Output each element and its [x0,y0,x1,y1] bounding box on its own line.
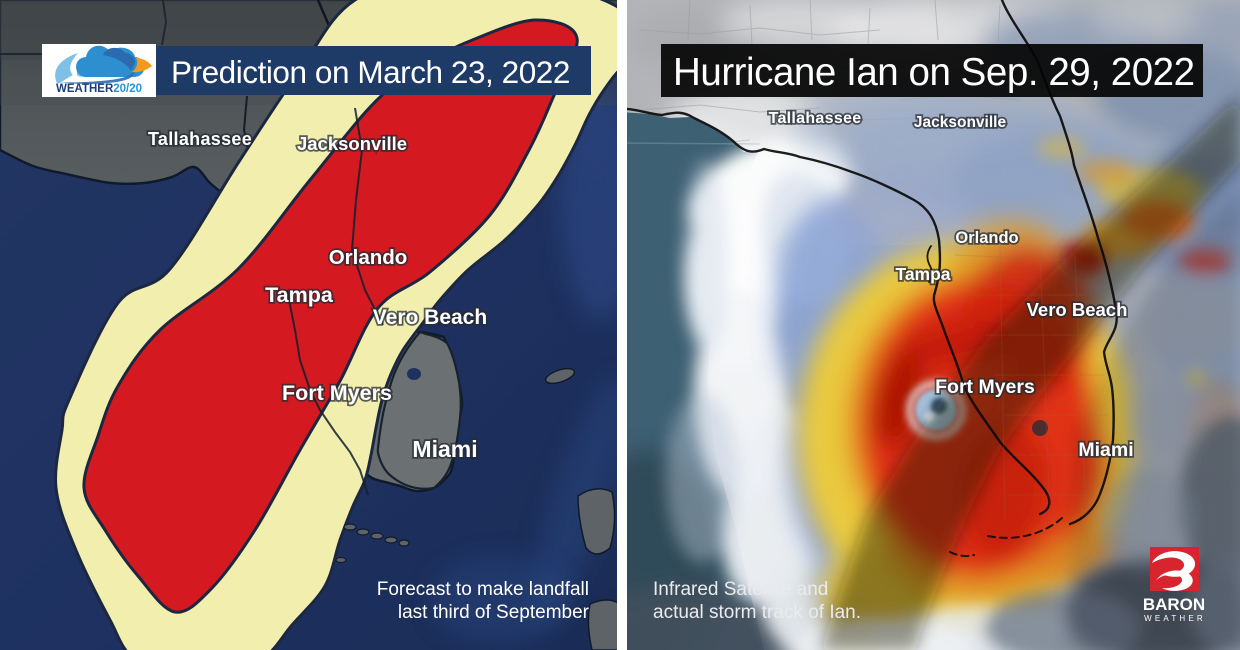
svg-text:actual storm track of Ian.: actual storm track of Ian. [653,602,861,623]
svg-text:Forecast to make landfall: Forecast to make landfall [377,579,589,600]
svg-text:Infrared Satellite and: Infrared Satellite and [653,579,828,600]
svg-text:Orlando: Orlando [329,246,408,269]
svg-text:Orlando: Orlando [955,229,1018,247]
svg-text:Jacksonville: Jacksonville [297,133,407,154]
svg-text:Miami: Miami [412,436,477,462]
svg-text:Tampa: Tampa [895,264,950,284]
svg-text:Prediction on March 23, 2022: Prediction on March 23, 2022 [171,54,570,90]
svg-text:Tallahassee: Tallahassee [148,129,252,149]
svg-text:BARON: BARON [1143,595,1205,614]
svg-text:Hurricane Ian on Sep. 29, 2022: Hurricane Ian on Sep. 29, 2022 [673,51,1195,94]
svg-text:Vero Beach: Vero Beach [1027,299,1128,320]
svg-text:Miami: Miami [1078,439,1133,461]
svg-text:Fort Myers: Fort Myers [282,381,392,405]
svg-text:Tallahassee: Tallahassee [769,110,862,127]
svg-text:last third of September: last third of September [398,602,590,623]
svg-text:WEATHER: WEATHER [1144,614,1206,623]
svg-text:Tampa: Tampa [265,283,334,307]
svg-text:Fort Myers: Fort Myers [935,376,1035,398]
svg-text:Vero Beach: Vero Beach [373,306,487,329]
svg-text:Jacksonville: Jacksonville [914,114,1007,131]
svg-text:WEATHER20/20: WEATHER20/20 [56,83,142,95]
